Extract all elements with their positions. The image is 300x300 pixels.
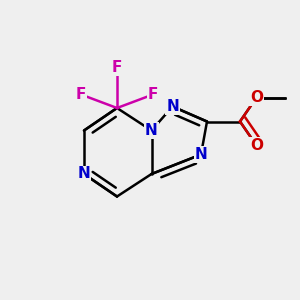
- Text: N: N: [78, 167, 90, 182]
- Text: N: N: [145, 123, 158, 138]
- Text: O: O: [250, 90, 263, 105]
- Text: N: N: [195, 147, 207, 162]
- Text: O: O: [250, 138, 263, 153]
- Text: F: F: [112, 60, 122, 75]
- Text: F: F: [148, 87, 158, 102]
- Text: F: F: [76, 87, 86, 102]
- Text: N: N: [166, 99, 179, 114]
